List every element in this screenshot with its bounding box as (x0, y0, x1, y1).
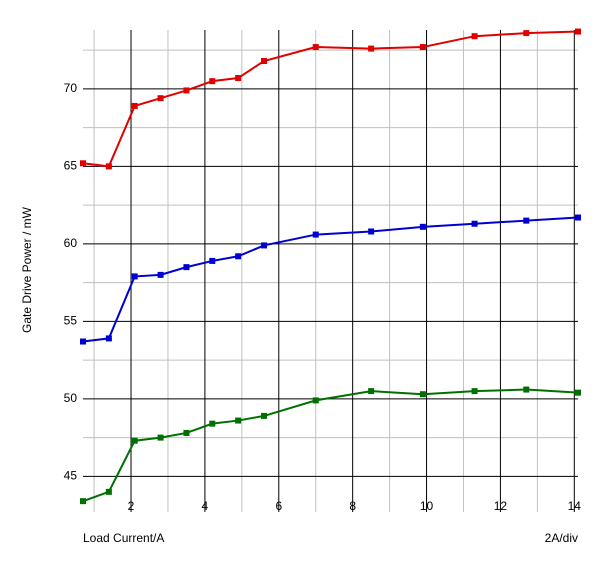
data-point (183, 264, 190, 271)
series-line (82, 30, 579, 168)
data-point (419, 44, 426, 51)
data-point (575, 214, 581, 221)
y-tick-label: 45 (64, 469, 78, 483)
data-point (523, 30, 530, 37)
x-tick-label: 10 (420, 499, 434, 513)
data-point (235, 253, 242, 260)
data-point (80, 160, 86, 167)
y-axis-title: Gate Drive Power / mW (20, 206, 34, 333)
data-point (419, 391, 426, 398)
x-tick-label: 2 (128, 499, 135, 513)
data-point (419, 223, 426, 230)
x-tick-label: 6 (275, 499, 282, 513)
x-tick-label: 4 (202, 499, 209, 513)
data-point (235, 417, 242, 424)
y-tick-label: 65 (64, 159, 78, 173)
data-point (183, 429, 190, 436)
data-point (312, 231, 319, 238)
data-point (131, 102, 138, 109)
data-point (312, 397, 319, 404)
x-tick-label: 12 (494, 499, 508, 513)
data-point (209, 257, 216, 264)
data-point (368, 45, 375, 52)
data-point (312, 44, 319, 51)
data-point (105, 488, 112, 495)
data-point (368, 228, 375, 235)
data-point (209, 420, 216, 427)
data-point (471, 220, 478, 227)
data-point (261, 242, 268, 249)
data-point (575, 28, 581, 35)
data-point (105, 335, 112, 342)
y-tick-label: 55 (64, 314, 78, 328)
data-point (157, 95, 164, 102)
data-point (261, 412, 268, 419)
data-point (368, 388, 375, 395)
data-point (131, 437, 138, 444)
data-point (471, 388, 478, 395)
y-tick-label: 50 (64, 391, 78, 405)
x-scale-note: 2A/div (545, 531, 578, 545)
y-tick-label: 60 (64, 236, 78, 250)
series-line (82, 388, 579, 503)
data-point (80, 338, 86, 345)
data-point (80, 498, 86, 505)
series-line (82, 216, 579, 343)
data-point (235, 75, 242, 82)
data-point (157, 434, 164, 441)
data-point (209, 78, 216, 85)
data-point (261, 57, 268, 64)
x-tick-label: 8 (349, 499, 356, 513)
data-point (131, 273, 138, 280)
x-axis-title: Load Current/A (83, 531, 164, 545)
data-point (183, 87, 190, 94)
y-tick-label: 70 (64, 81, 78, 95)
data-point (157, 271, 164, 278)
x-tick-label: 14 (568, 499, 582, 513)
data-point (575, 389, 581, 396)
data-point (105, 163, 112, 170)
data-point (471, 33, 478, 40)
data-point (523, 217, 530, 224)
data-point (523, 386, 530, 393)
